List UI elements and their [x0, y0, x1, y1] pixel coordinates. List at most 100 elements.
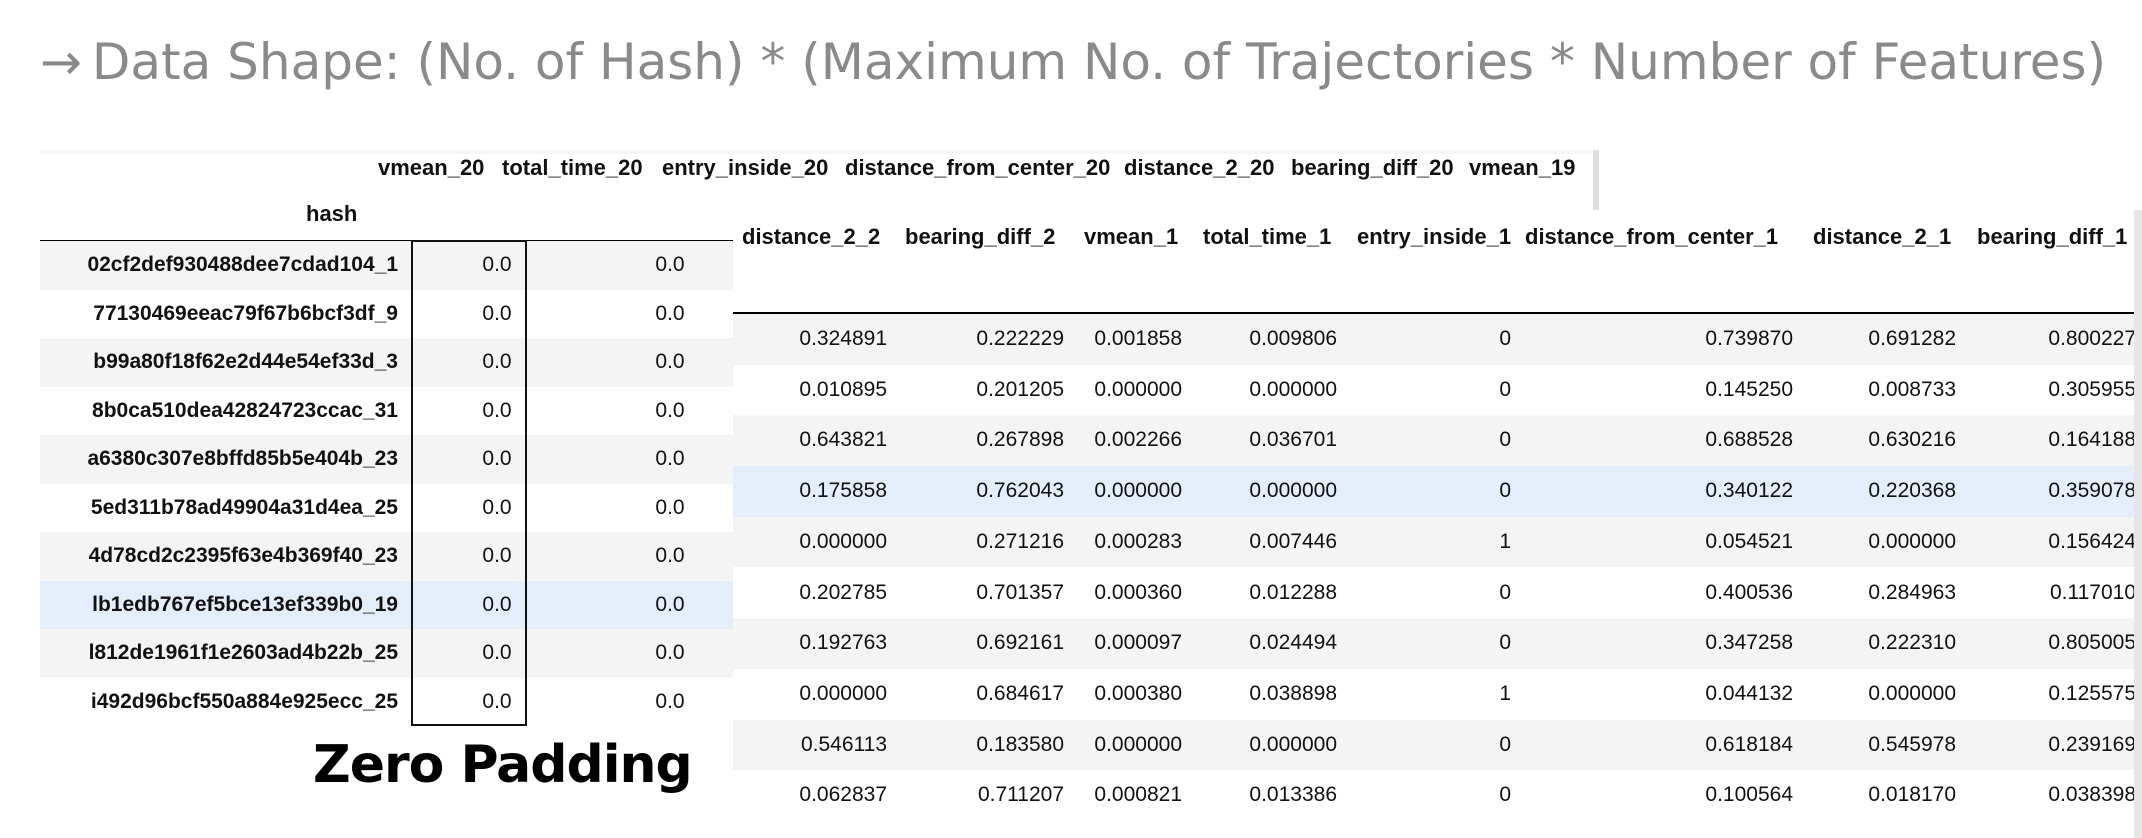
- table-cell: 1: [1499, 681, 1511, 705]
- table-cell: 0.000000: [1249, 732, 1337, 756]
- table-right-shade: [1593, 150, 1599, 220]
- table-row: 02cf2def930488dee7cdad104_1 0.0 0.0: [40, 241, 735, 290]
- table-cell: 0.359078: [2048, 479, 2136, 503]
- table-cell: 0.0: [482, 641, 512, 664]
- table-row: 5ed311b78ad49904a31d4ea_25 0.0 0.0: [40, 483, 735, 532]
- table-cell: 0.175858: [799, 479, 887, 503]
- table-cell: 0.684617: [976, 681, 1064, 705]
- table-cell: 0.002266: [1094, 428, 1182, 452]
- column-header: distance_2_20: [1124, 155, 1275, 180]
- row-hash: b99a80f18f62e2d44e54ef33d_3: [93, 350, 398, 373]
- table-cell: 0.0: [655, 495, 685, 519]
- table-cell: 0.000097: [1094, 631, 1182, 655]
- table-row: 0.000000 0.684617 0.000380 0.038898 1 0.04413…: [733, 668, 2142, 720]
- table-row: 0.643821 0.267898 0.002266 0.036701 0 0.68852…: [733, 415, 2142, 467]
- table-row: b99a80f18f62e2d44e54ef33d_3 0.0 0.0: [40, 338, 735, 387]
- table-cell: 0.007446: [1249, 529, 1337, 553]
- table-cell: 0.000000: [1094, 732, 1182, 756]
- table-cell: 0.618184: [1705, 732, 1793, 756]
- table-row: 0.062837 0.711207 0.000821 0.013386 0 0.10056…: [733, 770, 2142, 821]
- table-cell: 0.000000: [1249, 479, 1337, 503]
- column-header: entry_inside_1: [1357, 224, 1512, 249]
- table-cell: 0: [1499, 631, 1511, 655]
- table-cell: 0.018170: [1868, 783, 1956, 807]
- table-row: i492d96bcf550a884e925ecc_25 0.0 0.0: [40, 677, 735, 726]
- table-cell: 0.000000: [1868, 529, 1956, 553]
- table-cell: 0.701357: [976, 580, 1064, 604]
- row-hash-cell: 5ed311b78ad49904a31d4ea_25: [28, 484, 398, 533]
- row-hash-cell: 02cf2def930488dee7cdad104_1: [28, 241, 398, 290]
- table-cell: 0.762043: [976, 479, 1064, 503]
- table-cell: 0.054521: [1705, 529, 1793, 553]
- table-cell: 0.0: [482, 253, 512, 276]
- row-hash-cell: 4d78cd2c2395f63e4b369f40_23: [28, 532, 398, 581]
- zero-padding-highlight-box: [411, 240, 527, 726]
- table-row: 0.010895 0.201205 0.000000 0.000000 0 0.14525…: [733, 364, 2142, 416]
- table-cell: 0.0: [655, 447, 685, 470]
- table-row: 0.175858 0.762043 0.000000 0.000000 0 0.34012…: [733, 466, 2142, 517]
- table-cell: 0.100564: [1705, 783, 1793, 807]
- column-header: distance_from_center_1: [1525, 224, 1779, 249]
- column-header: vmean_20: [378, 155, 485, 180]
- headline: → Data Shape: (No. of Hash) * (Maximum No…: [40, 22, 2106, 102]
- table-row: 77130469eeac79f67b6bcf3df_9 0.0 0.0: [40, 289, 735, 338]
- table-cell: 0.000000: [1249, 377, 1337, 401]
- column-header: bearing_diff_20: [1291, 155, 1454, 180]
- row-hash-cell: a6380c307e8bffd85b5e404b_23: [28, 435, 398, 484]
- arrow-icon: →: [40, 33, 82, 91]
- table-cell: 0.630216: [1868, 428, 1956, 452]
- table-cell: 0.546113: [800, 732, 887, 756]
- table-cell: 0.688528: [1705, 428, 1793, 452]
- row-hash-cell: l812de1961f1e2603ad4b22b_25: [28, 629, 398, 678]
- table-row: 0.546113 0.183580 0.000000 0.000000 0 0.61818…: [733, 719, 2142, 771]
- table-cell: 0.400536: [1705, 580, 1793, 604]
- table-cell: 0: [1499, 327, 1511, 350]
- table-cell: 0.347258: [1705, 631, 1793, 655]
- table-cell: 0.008733: [1868, 377, 1956, 401]
- table-row: 0.324891 0.222229 0.001858 0.009806 0 0.73987…: [733, 314, 2142, 365]
- column-header: bearing_diff_2: [905, 224, 1056, 249]
- headline-text: Data Shape: (No. of Hash) * (Maximum No.…: [91, 33, 2107, 91]
- table-cell: 0.0: [655, 301, 685, 325]
- column-header: entry_inside_20: [662, 155, 829, 180]
- table-cell: 0.024494: [1249, 631, 1337, 655]
- table-cell: 0.038898: [1249, 681, 1337, 705]
- row-hash-cell: i492d96bcf550a884e925ecc_25: [28, 678, 398, 727]
- table-edge-shadow: [2134, 210, 2142, 838]
- table-cell: 0.324891: [799, 327, 887, 350]
- table-cell: 0.044132: [1705, 681, 1793, 705]
- table-cell: 0: [1499, 580, 1511, 604]
- row-hash-cell: lb1edb767ef5bce13ef339b0_19: [28, 581, 398, 630]
- table-cell: 0.009806: [1249, 327, 1337, 350]
- table-cell: 0.805005: [2048, 631, 2136, 655]
- table-cell: 0.062837: [799, 783, 887, 807]
- table-row: a6380c307e8bffd85b5e404b_23 0.0 0.0: [40, 435, 735, 484]
- table-cell: 0.0: [482, 350, 512, 373]
- column-header: distance_from_center_20: [845, 155, 1111, 180]
- table-cell: 0.192763: [799, 631, 887, 655]
- table-cell: 0.692161: [976, 631, 1064, 655]
- table-cell: 0.117010: [2049, 580, 2136, 604]
- table-cell: 0.0: [655, 398, 685, 422]
- table-cell: 0.222310: [1868, 631, 1956, 655]
- table-cell: 0: [1499, 479, 1511, 503]
- row-hash-cell: b99a80f18f62e2d44e54ef33d_3: [28, 338, 398, 387]
- table-cell: 0.000283: [1094, 529, 1182, 553]
- row-hash: i492d96bcf550a884e925ecc_25: [90, 689, 398, 713]
- table-cell: 0.305955: [2048, 377, 2136, 401]
- table-row: l812de1961f1e2603ad4b22b_25 0.0 0.0: [40, 629, 735, 678]
- right-table: distance_2_2 bearing_diff_2 vmean_1 tota…: [733, 210, 2142, 838]
- table-cell: 0.691282: [1868, 327, 1956, 350]
- table-cell: 0: [1499, 377, 1511, 401]
- row-hash: 5ed311b78ad49904a31d4ea_25: [90, 495, 398, 519]
- table-cell: 0.164188: [2048, 428, 2136, 452]
- table-cell: 0.800227: [2048, 327, 2136, 350]
- table-cell: 0: [1499, 428, 1511, 452]
- table-cell: 0.145250: [1705, 377, 1793, 401]
- column-header: total_time_20: [502, 155, 643, 180]
- row-hash: lb1edb767ef5bce13ef339b0_19: [92, 592, 398, 616]
- table-cell: 0.0: [655, 253, 685, 276]
- table-cell: 0.284963: [1868, 580, 1956, 604]
- column-header: distance_2_1: [1813, 224, 1952, 249]
- table-cell: 1: [1499, 529, 1511, 553]
